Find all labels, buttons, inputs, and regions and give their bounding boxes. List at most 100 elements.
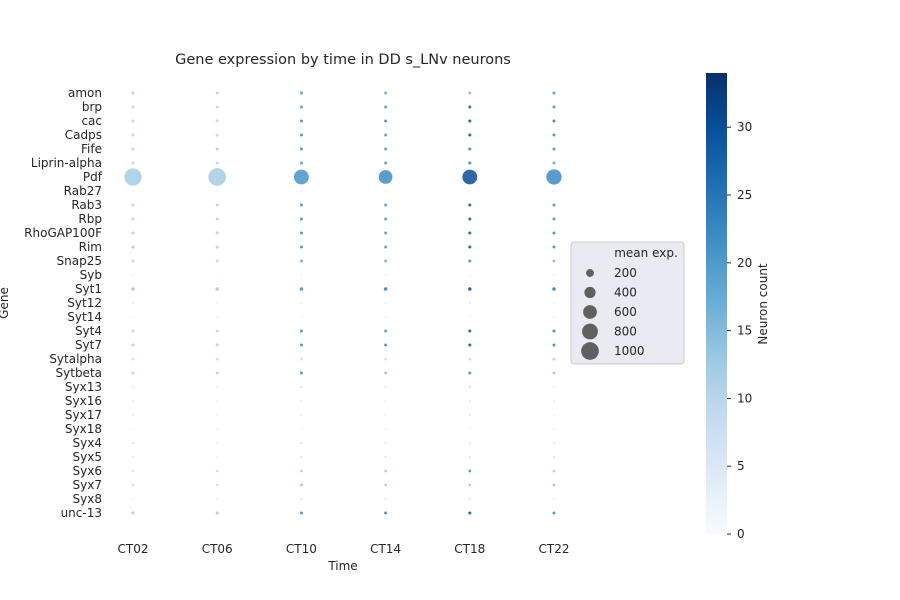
chart-title: Gene expression by time in DD s_LNv neur… bbox=[175, 52, 511, 68]
data-point bbox=[293, 169, 309, 185]
y-tick-label: Syb bbox=[80, 268, 102, 282]
data-point bbox=[215, 413, 219, 417]
data-point bbox=[131, 217, 135, 221]
data-point bbox=[552, 119, 556, 123]
y-tick-label: Rim bbox=[79, 240, 102, 254]
y-tick-label: Sytalpha bbox=[49, 352, 102, 366]
data-point bbox=[131, 273, 135, 277]
data-point bbox=[468, 329, 472, 333]
data-point bbox=[300, 301, 303, 305]
y-tick-label: Liprin-alpha bbox=[31, 156, 102, 170]
data-point bbox=[215, 203, 219, 207]
y-tick-label: Fife bbox=[81, 142, 102, 156]
data-point bbox=[215, 301, 219, 305]
data-point bbox=[215, 105, 219, 109]
data-point bbox=[215, 469, 219, 473]
y-tick-label: Rab27 bbox=[64, 184, 102, 198]
data-point bbox=[552, 413, 556, 417]
data-point bbox=[299, 511, 303, 515]
y-tick-label: Syx8 bbox=[73, 492, 102, 506]
x-tick-label: CT14 bbox=[370, 542, 401, 556]
data-point bbox=[552, 161, 556, 165]
data-point bbox=[468, 357, 472, 361]
data-point bbox=[468, 427, 472, 431]
data-point bbox=[215, 329, 219, 333]
data-point bbox=[468, 385, 472, 389]
data-point bbox=[299, 329, 303, 333]
data-point bbox=[131, 497, 135, 501]
data-point bbox=[468, 371, 472, 375]
y-tick-label: Syx13 bbox=[65, 380, 102, 394]
size-legend-marker bbox=[583, 305, 597, 319]
data-point bbox=[552, 455, 556, 459]
colorbar-gradient bbox=[706, 73, 727, 534]
data-point bbox=[384, 455, 387, 459]
data-point bbox=[384, 259, 388, 263]
y-tick-label: Syt12 bbox=[67, 296, 102, 310]
data-point bbox=[131, 259, 135, 263]
data-point bbox=[131, 203, 135, 207]
data-point bbox=[552, 329, 556, 333]
data-point bbox=[215, 371, 219, 375]
data-point bbox=[131, 371, 135, 375]
y-tick-label: RhoGAP100F bbox=[24, 226, 102, 240]
data-point bbox=[468, 133, 472, 137]
data-point bbox=[300, 427, 303, 431]
data-point bbox=[552, 133, 556, 137]
data-point bbox=[468, 511, 472, 515]
data-point bbox=[384, 357, 388, 361]
data-point bbox=[552, 287, 556, 291]
data-point bbox=[299, 217, 303, 221]
data-point bbox=[468, 497, 472, 501]
y-axis-label: Gene bbox=[0, 287, 11, 319]
data-point bbox=[552, 301, 556, 305]
y-tick-label: Syt14 bbox=[67, 310, 102, 324]
data-point bbox=[215, 133, 219, 137]
data-point bbox=[131, 189, 135, 193]
data-point bbox=[299, 343, 303, 347]
y-tick-label: Snap25 bbox=[57, 254, 102, 268]
data-point bbox=[552, 511, 556, 515]
data-point bbox=[215, 245, 219, 249]
y-tick-label: Syx7 bbox=[73, 478, 102, 492]
data-point bbox=[384, 231, 388, 235]
data-point bbox=[468, 245, 472, 249]
data-point bbox=[468, 217, 472, 221]
data-point bbox=[384, 217, 388, 221]
data-point bbox=[215, 231, 219, 235]
data-point bbox=[131, 413, 135, 417]
data-point bbox=[215, 91, 219, 95]
data-point bbox=[215, 497, 219, 501]
data-point bbox=[384, 119, 388, 123]
size-legend-label: 1000 bbox=[614, 344, 645, 358]
data-point bbox=[131, 385, 135, 389]
data-point bbox=[299, 231, 303, 235]
colorbar-tick-label: 5 bbox=[737, 459, 745, 473]
data-point bbox=[299, 147, 303, 151]
colorbar-tick-label: 10 bbox=[737, 391, 752, 405]
data-point bbox=[131, 441, 135, 445]
data-point bbox=[131, 329, 135, 333]
y-tick-label: Syx4 bbox=[73, 436, 102, 450]
data-point bbox=[468, 105, 472, 109]
data-point bbox=[299, 133, 303, 137]
data-point bbox=[131, 147, 135, 151]
size-legend-marker bbox=[584, 286, 596, 299]
data-point bbox=[552, 441, 556, 445]
y-tick-label: cac bbox=[81, 114, 102, 128]
data-point bbox=[215, 217, 219, 221]
y-tick-label: Pdf bbox=[83, 170, 103, 184]
colorbar-label: Neuron count bbox=[756, 263, 770, 345]
size-legend-label: 400 bbox=[614, 286, 637, 300]
data-point bbox=[215, 189, 219, 193]
y-tick-label: unc-13 bbox=[61, 506, 102, 520]
x-axis-label: Time bbox=[327, 559, 357, 573]
data-point bbox=[299, 357, 303, 361]
data-point bbox=[131, 231, 135, 235]
data-point bbox=[215, 259, 219, 263]
data-point bbox=[468, 91, 472, 95]
y-tick-label: Syx18 bbox=[65, 422, 102, 436]
data-point bbox=[131, 91, 135, 95]
data-point bbox=[552, 259, 556, 263]
data-point bbox=[468, 259, 472, 263]
